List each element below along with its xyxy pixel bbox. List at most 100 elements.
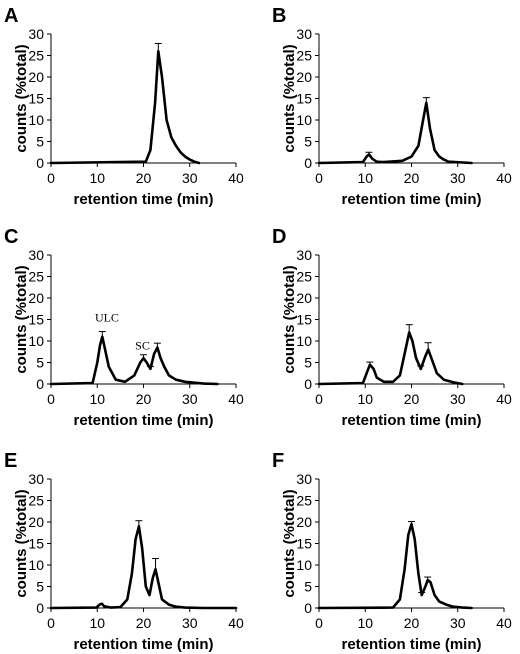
- y-tick-label: 20: [28, 290, 44, 306]
- y-tick-label: 25: [296, 269, 312, 285]
- x-tick-label: 20: [404, 170, 420, 186]
- y-tick-label: 25: [28, 269, 44, 285]
- x-tick-label: 40: [228, 170, 244, 186]
- x-tick-label: 10: [357, 615, 373, 631]
- y-tick-label: 5: [304, 134, 312, 150]
- x-tick-label: 10: [89, 170, 105, 186]
- y-tick-label: 0: [304, 155, 312, 171]
- x-tick-label: 20: [136, 170, 152, 186]
- y-tick-label: 5: [304, 355, 312, 371]
- x-tick-label: 30: [182, 615, 198, 631]
- peak-annotation: ULC: [95, 311, 119, 325]
- y-tick-label: 20: [28, 69, 44, 85]
- x-axis-label: retention time (min): [341, 191, 481, 208]
- x-tick-label: 40: [496, 391, 512, 407]
- y-tick-label: 15: [296, 312, 312, 328]
- y-axis-label: counts (%total): [281, 265, 298, 373]
- x-tick-label: 30: [450, 615, 466, 631]
- panel-letter: C: [4, 226, 18, 248]
- y-tick-label: 0: [304, 376, 312, 392]
- panel-c: C 0 5 10 15 20 25 30 0 10 20 30 40 retention time (mi…: [4, 226, 244, 429]
- y-tick-label: 5: [304, 579, 312, 595]
- x-tick-label: 20: [404, 615, 420, 631]
- y-tick-label: 10: [296, 557, 312, 573]
- y-tick-label: 20: [296, 69, 312, 85]
- x-tick-label: 10: [89, 391, 105, 407]
- y-tick-label: 0: [304, 600, 312, 616]
- x-axis-label: retention time (min): [73, 412, 213, 429]
- y-tick-label: 20: [296, 514, 312, 530]
- x-tick-label: 10: [357, 391, 373, 407]
- x-tick-label: 0: [315, 170, 323, 186]
- y-tick-label: 30: [28, 26, 44, 42]
- x-tick-label: 0: [47, 391, 55, 407]
- series-line: [49, 525, 238, 610]
- x-tick-label: 40: [496, 615, 512, 631]
- y-tick-label: 20: [296, 290, 312, 306]
- x-tick-label: 0: [315, 615, 323, 631]
- x-tick-label: 40: [228, 615, 244, 631]
- y-tick-label: 15: [296, 536, 312, 552]
- x-tick-label: 0: [47, 170, 55, 186]
- x-tick-label: 10: [357, 170, 373, 186]
- x-tick-label: 10: [89, 615, 105, 631]
- y-tick-label: 20: [28, 514, 44, 530]
- y-tick-label: 10: [28, 112, 44, 128]
- x-axis-label: retention time (min): [341, 636, 481, 653]
- x-tick-label: 30: [450, 391, 466, 407]
- x-tick-label: 20: [136, 391, 152, 407]
- panel-letter: E: [4, 450, 17, 472]
- series-line: [49, 335, 219, 386]
- x-axis-label: retention time (min): [341, 412, 481, 429]
- y-tick-label: 30: [28, 247, 44, 263]
- panel-letter: B: [272, 5, 286, 27]
- x-tick-label: 30: [450, 170, 466, 186]
- x-tick-label: 0: [47, 615, 55, 631]
- panel-d: D 0 5 10 15 20 25 30 0 10 20 30 40 retention time (mi…: [272, 226, 512, 429]
- series-line: [317, 101, 473, 165]
- panel-e: E 0 5 10 15 20 25 30 0 10 20 30 40 retention time (mi…: [4, 450, 244, 653]
- y-tick-label: 30: [28, 471, 44, 487]
- panel-a: A 0 5 10 15 20 25 30 0 10 20 30 40 retention time (mi…: [4, 5, 244, 208]
- panel-letter: D: [272, 226, 286, 248]
- y-tick-label: 15: [28, 536, 44, 552]
- y-tick-label: 15: [296, 91, 312, 107]
- y-tick-label: 0: [36, 155, 44, 171]
- y-tick-label: 0: [36, 600, 44, 616]
- y-tick-label: 25: [28, 493, 44, 509]
- y-tick-label: 10: [28, 333, 44, 349]
- y-tick-label: 30: [296, 247, 312, 263]
- y-axis-label: counts (%total): [281, 489, 298, 597]
- x-tick-label: 20: [404, 391, 420, 407]
- y-tick-label: 30: [296, 26, 312, 42]
- y-tick-label: 10: [28, 557, 44, 573]
- series-line: [317, 522, 473, 610]
- x-tick-label: 40: [228, 391, 244, 407]
- y-axis-label: counts (%total): [13, 44, 30, 152]
- y-tick-label: 30: [296, 471, 312, 487]
- y-tick-label: 25: [296, 493, 312, 509]
- panel-letter: A: [4, 5, 18, 27]
- x-tick-label: 30: [182, 170, 198, 186]
- series-line: [317, 331, 464, 386]
- y-tick-label: 0: [36, 376, 44, 392]
- y-tick-label: 5: [36, 579, 44, 595]
- x-tick-label: 0: [315, 391, 323, 407]
- peak-annotation: SC: [135, 339, 150, 353]
- series-line: [49, 49, 201, 165]
- y-tick-label: 5: [36, 134, 44, 150]
- panel-b: B 0 5 10 15 20 25 30 0 10 20 30 40 retention time (mi…: [272, 5, 512, 208]
- x-tick-label: 40: [496, 170, 512, 186]
- x-tick-label: 20: [136, 615, 152, 631]
- x-tick-label: 30: [182, 391, 198, 407]
- y-tick-label: 10: [296, 333, 312, 349]
- y-tick-label: 25: [28, 48, 44, 64]
- x-axis-label: retention time (min): [73, 636, 213, 653]
- y-axis-label: counts (%total): [13, 265, 30, 373]
- panel-letter: F: [272, 450, 284, 472]
- y-tick-label: 15: [28, 312, 44, 328]
- y-tick-label: 5: [36, 355, 44, 371]
- x-axis-label: retention time (min): [73, 191, 213, 208]
- y-axis-label: counts (%total): [281, 44, 298, 152]
